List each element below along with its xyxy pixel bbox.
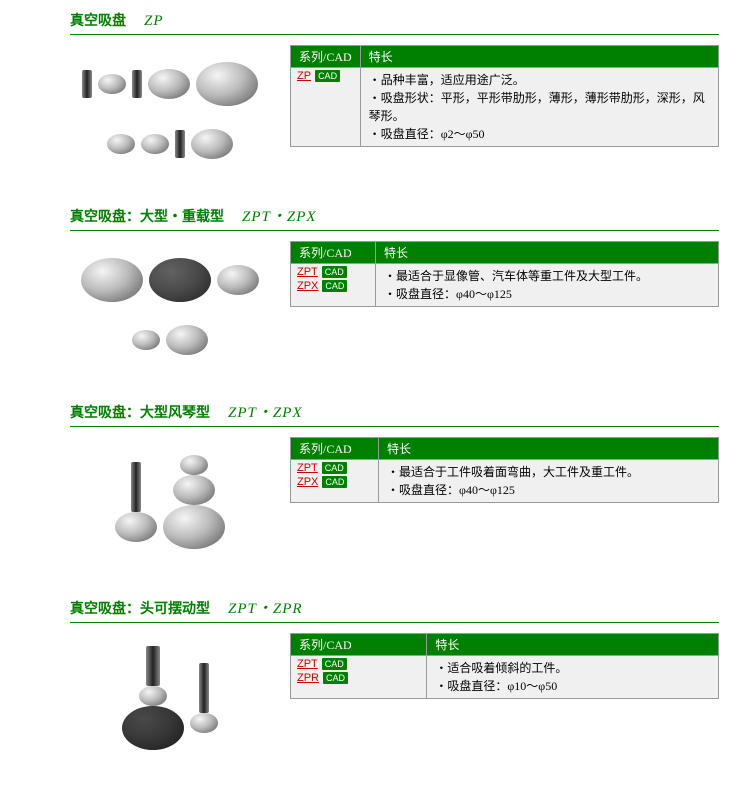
feature-item: 吸盘直径：φ40～φ125 (387, 481, 710, 499)
cad-badge-icon[interactable]: CAD (322, 266, 347, 278)
series-link[interactable]: ZPR (297, 672, 319, 684)
section-title: 真空吸盘：头可摆动型 (70, 598, 210, 618)
spec-table: 系列/CAD 特长 ZPT CAD ZPR CAD (290, 633, 719, 699)
series-link[interactable]: ZPT (297, 658, 318, 670)
series-link[interactable]: ZP (297, 70, 311, 82)
section-code: ZP (144, 13, 164, 30)
table-row: ZP CAD 品种丰富，适应用途广泛。 吸盘形状：平形，平形带肋形，薄形，薄形带… (291, 68, 719, 147)
feature-item: 品种丰富，适应用途广泛。 (369, 71, 710, 89)
section-title: 真空吸盘：大型・重载型 (70, 206, 224, 226)
table-row: ZPT CAD ZPR CAD 适合吸着倾斜的工件。 吸盘直径：φ10～φ50 (291, 656, 719, 699)
feature-item: 最适合于显像管、汽车体等重工件及大型工件。 (384, 267, 710, 285)
feature-item: 吸盘直径：φ10～φ50 (435, 677, 710, 695)
section-title: 真空吸盘：大型风琴型 (70, 402, 210, 422)
col-feature: 特长 (379, 438, 719, 460)
table-row: ZPT CAD ZPX CAD 最适合于显像管、汽车体等重工件及大型工件。 吸盘… (291, 264, 719, 307)
product-section: 真空吸盘：头可摆动型 ZPT・ZPR 系列/CAD 特长 (0, 597, 739, 763)
feature-item: 吸盘形状：平形，平形带肋形，薄形，薄形带肋形，深形，风琴形。 (369, 89, 710, 125)
cad-badge-icon[interactable]: CAD (322, 462, 347, 474)
product-section: 真空吸盘 ZP 系列/CAD 特长 ZP CAD (0, 10, 739, 175)
product-section: 真空吸盘：大型・重载型 ZPT・ZPX 系列/CAD 特长 ZPT CAD (0, 205, 739, 371)
section-code: ZPT・ZPX (228, 401, 303, 422)
col-feature: 特长 (376, 242, 719, 264)
cad-badge-icon[interactable]: CAD (322, 476, 347, 488)
product-image (70, 437, 270, 567)
product-section: 真空吸盘：大型风琴型 ZPT・ZPX 系列/CAD 特长 (0, 401, 739, 567)
spec-table: 系列/CAD 特长 ZP CAD 品种丰富，适应用途广泛。 吸盘形状：平形，平形… (290, 45, 719, 147)
spec-table: 系列/CAD 特长 ZPT CAD ZPX CAD (290, 241, 719, 307)
col-feature: 特长 (427, 634, 719, 656)
feature-item: 吸盘直径：φ40～φ125 (384, 285, 710, 303)
table-row: ZPT CAD ZPX CAD 最适合于工件吸着面弯曲，大工件及重工件。 吸盘直… (291, 460, 719, 503)
section-header: 真空吸盘 ZP (70, 10, 719, 35)
cad-badge-icon[interactable]: CAD (322, 280, 347, 292)
feature-list: 最适合于工件吸着面弯曲，大工件及重工件。 吸盘直径：φ40～φ125 (387, 463, 710, 499)
feature-item: 适合吸着倾斜的工件。 (435, 659, 710, 677)
series-link[interactable]: ZPX (297, 280, 318, 292)
series-link[interactable]: ZPX (297, 476, 318, 488)
product-image (70, 241, 270, 371)
col-series: 系列/CAD (291, 634, 427, 656)
series-link[interactable]: ZPT (297, 266, 318, 278)
col-series: 系列/CAD (291, 438, 379, 460)
product-image (70, 633, 270, 763)
series-link[interactable]: ZPT (297, 462, 318, 474)
section-title: 真空吸盘 (70, 10, 126, 30)
col-feature: 特长 (360, 46, 718, 68)
product-image (70, 45, 270, 175)
feature-list: 最适合于显像管、汽车体等重工件及大型工件。 吸盘直径：φ40～φ125 (384, 267, 710, 303)
spec-table: 系列/CAD 特长 ZPT CAD ZPX CAD (290, 437, 719, 503)
section-header: 真空吸盘：大型风琴型 ZPT・ZPX (70, 401, 719, 427)
section-header: 真空吸盘：大型・重载型 ZPT・ZPX (70, 205, 719, 231)
section-header: 真空吸盘：头可摆动型 ZPT・ZPR (70, 597, 719, 623)
feature-item: 吸盘直径：φ2～φ50 (369, 125, 710, 143)
feature-list: 品种丰富，适应用途广泛。 吸盘形状：平形，平形带肋形，薄形，薄形带肋形，深形，风… (369, 71, 710, 143)
cad-badge-icon[interactable]: CAD (315, 70, 340, 82)
section-code: ZPT・ZPX (242, 205, 317, 226)
col-series: 系列/CAD (291, 242, 376, 264)
feature-item: 最适合于工件吸着面弯曲，大工件及重工件。 (387, 463, 710, 481)
cad-badge-icon[interactable]: CAD (322, 658, 347, 670)
section-code: ZPT・ZPR (228, 597, 303, 618)
col-series: 系列/CAD (291, 46, 361, 68)
cad-badge-icon[interactable]: CAD (323, 672, 348, 684)
feature-list: 适合吸着倾斜的工件。 吸盘直径：φ10～φ50 (435, 659, 710, 695)
